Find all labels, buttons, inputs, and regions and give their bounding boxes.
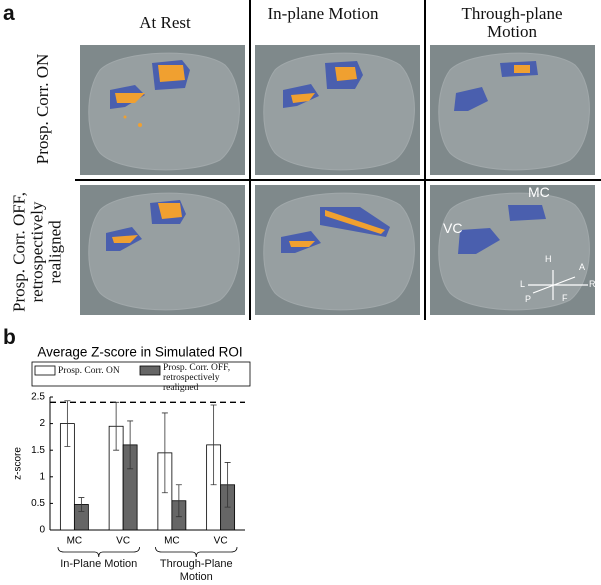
group-brace (155, 546, 238, 558)
y-tick-label: 2.5 (31, 392, 45, 403)
y-axis-label: z-score (13, 447, 24, 480)
group-brace (57, 546, 140, 558)
legend-swatch (139, 365, 161, 376)
error-bar (224, 462, 231, 508)
image-inplane-off (254, 184, 421, 316)
annotation: MC (528, 184, 550, 200)
column-header: Through-plane Motion (461, 4, 563, 41)
x-tick-label: MC (67, 536, 83, 547)
x-tick-label: MC (164, 536, 180, 547)
image-through-off (429, 184, 596, 316)
legend-label: Prosp. Corr. ON (58, 366, 120, 376)
legend-label: Prosp. Corr. OFF, retrospectively realig… (163, 363, 231, 393)
row-label: Prosp. Corr. ON (33, 53, 52, 165)
image-through-on (429, 44, 596, 176)
chart-title: Average Z-score in Simulated ROI (37, 345, 242, 360)
orientation-label: H (545, 254, 552, 264)
error-bar (210, 404, 217, 486)
group-label: In-Plane Motion (60, 558, 138, 570)
annotation: VC (443, 220, 463, 236)
error-bar (78, 497, 85, 512)
row-label: Prosp. Corr. OFF, retrospectively realig… (9, 191, 65, 313)
error-bar (127, 420, 134, 470)
orientation-label: F (562, 293, 568, 303)
panel-label: a (3, 2, 15, 25)
column-header: In-plane Motion (267, 4, 379, 23)
error-bar (175, 484, 182, 518)
y-tick-label: 1 (39, 471, 45, 482)
panel-label: b (3, 326, 16, 349)
image-inplane-on (254, 44, 421, 176)
y-tick-label: 1.5 (31, 445, 45, 456)
x-tick-label: VC (116, 536, 130, 547)
image-rest-off (79, 184, 246, 316)
group-label: Through-Plane Motion (159, 558, 233, 583)
error-bar (64, 400, 71, 447)
grid-separators (75, 0, 601, 320)
error-bar (113, 401, 120, 451)
column-header: At Rest (139, 13, 191, 32)
image-rest-on (79, 44, 246, 176)
orientation-label: R (589, 279, 596, 289)
y-tick-label: 2 (39, 418, 45, 429)
orientation-label: L (520, 279, 526, 289)
error-bar (161, 412, 168, 494)
x-tick-label: VC (214, 536, 228, 547)
y-tick-label: 0.5 (31, 498, 45, 509)
bar-chart: Average Z-score in Simulated ROI z-score 0… (13, 345, 251, 558)
orientation-label: A (579, 262, 586, 272)
orientation-label: P (525, 294, 532, 304)
legend-swatch (34, 365, 56, 376)
y-tick-label: 0 (39, 525, 45, 536)
